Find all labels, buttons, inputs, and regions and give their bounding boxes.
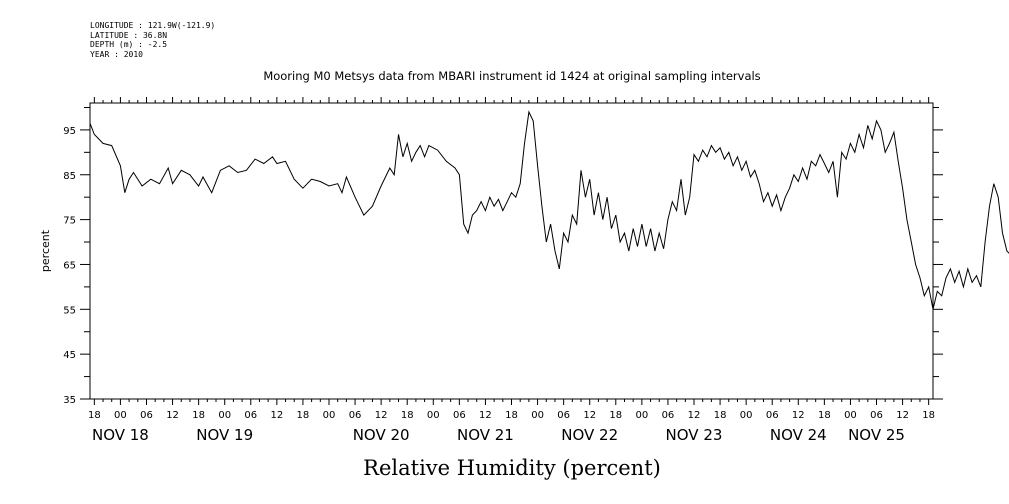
year-label: YEAR : 2010 <box>90 49 143 59</box>
day-label: NOV 25 <box>848 426 905 444</box>
x-tick-label: 06 <box>244 410 257 421</box>
x-tick-label: 18 <box>297 410 310 421</box>
x-tick-label: 06 <box>557 410 570 421</box>
chart-title: Mooring M0 Metsys data from MBARI instru… <box>263 69 760 83</box>
x-tick-label: 06 <box>349 410 362 421</box>
day-label: NOV 24 <box>770 426 827 444</box>
x-tick-label: 12 <box>375 410 388 421</box>
day-label: NOV 20 <box>353 426 410 444</box>
x-tick-label: 18 <box>609 410 622 421</box>
x-tick-label: 06 <box>870 410 883 421</box>
x-tick-label: 12 <box>270 410 283 421</box>
x-tick-label: 00 <box>531 410 544 421</box>
x-tick-label: 18 <box>714 410 727 421</box>
longitude-label: LONGITUDE : 121.9W(-121.9) <box>90 21 216 30</box>
x-tick-label: 12 <box>583 410 596 421</box>
x-tick-label: 00 <box>844 410 857 421</box>
day-labels: NOV 18 NOV 19 NOV 20 NOV 21 NOV 22 NOV 23 NOV … <box>92 426 905 444</box>
y-axis-label: percent <box>39 229 52 272</box>
day-label: NOV 21 <box>457 426 514 444</box>
y-tick-label: 65 <box>63 260 76 271</box>
metadata-block: LONGITUDE : 121.9W(-121.9) LATITUDE : 36… <box>90 21 215 59</box>
y-tick-label: 45 <box>63 350 76 361</box>
x-tick-label: 00 <box>740 410 753 421</box>
day-label: NOV 23 <box>666 426 723 444</box>
y-tick-label: 85 <box>63 171 76 182</box>
plot-frame <box>89 102 934 400</box>
y-tick-labels: 35 45 55 65 75 85 95 <box>63 126 76 406</box>
x-tick-label: 18 <box>88 410 101 421</box>
y-tick-label: 75 <box>63 216 76 227</box>
x-tick-label: 18 <box>401 410 414 421</box>
x-tick-label: 06 <box>453 410 466 421</box>
x-tick-label: 12 <box>479 410 492 421</box>
x-tick-label: 00 <box>635 410 648 421</box>
x-tick-label: 06 <box>662 410 675 421</box>
x-tick-label: 00 <box>114 410 127 421</box>
x-axis-label: Relative Humidity (percent) <box>363 456 661 480</box>
x-tick-label: 06 <box>766 410 779 421</box>
y-tick-label: 95 <box>63 126 76 137</box>
x-tick-label: 18 <box>505 410 518 421</box>
x-tick-label: 12 <box>688 410 701 421</box>
axis-ticks <box>80 97 943 405</box>
x-tick-label: 06 <box>140 410 153 421</box>
x-tick-label: 12 <box>166 410 179 421</box>
depth-label: DEPTH (m) : -2.5 <box>90 40 168 49</box>
x-tick-labels: 18 00 06 12 18 00 06 12 18 00 06 12 18 00 06 12 18 00 06 12… <box>88 410 935 421</box>
x-tick-label: 18 <box>818 410 831 421</box>
x-tick-label: 12 <box>896 410 909 421</box>
x-tick-label: 18 <box>922 410 935 421</box>
latitude-label: LATITUDE : 36.8N <box>90 30 168 40</box>
x-tick-label: 00 <box>323 410 336 421</box>
y-tick-label: 35 <box>63 395 76 406</box>
y-tick-label: 55 <box>63 305 76 316</box>
x-tick-label: 00 <box>218 410 231 421</box>
day-label: NOV 18 <box>92 426 149 444</box>
x-tick-label: 18 <box>192 410 205 421</box>
humidity-series-line <box>89 110 1009 310</box>
day-label: NOV 19 <box>196 426 253 444</box>
x-tick-label: 12 <box>792 410 805 421</box>
day-label: NOV 22 <box>561 426 618 444</box>
x-tick-label: 00 <box>427 410 440 421</box>
